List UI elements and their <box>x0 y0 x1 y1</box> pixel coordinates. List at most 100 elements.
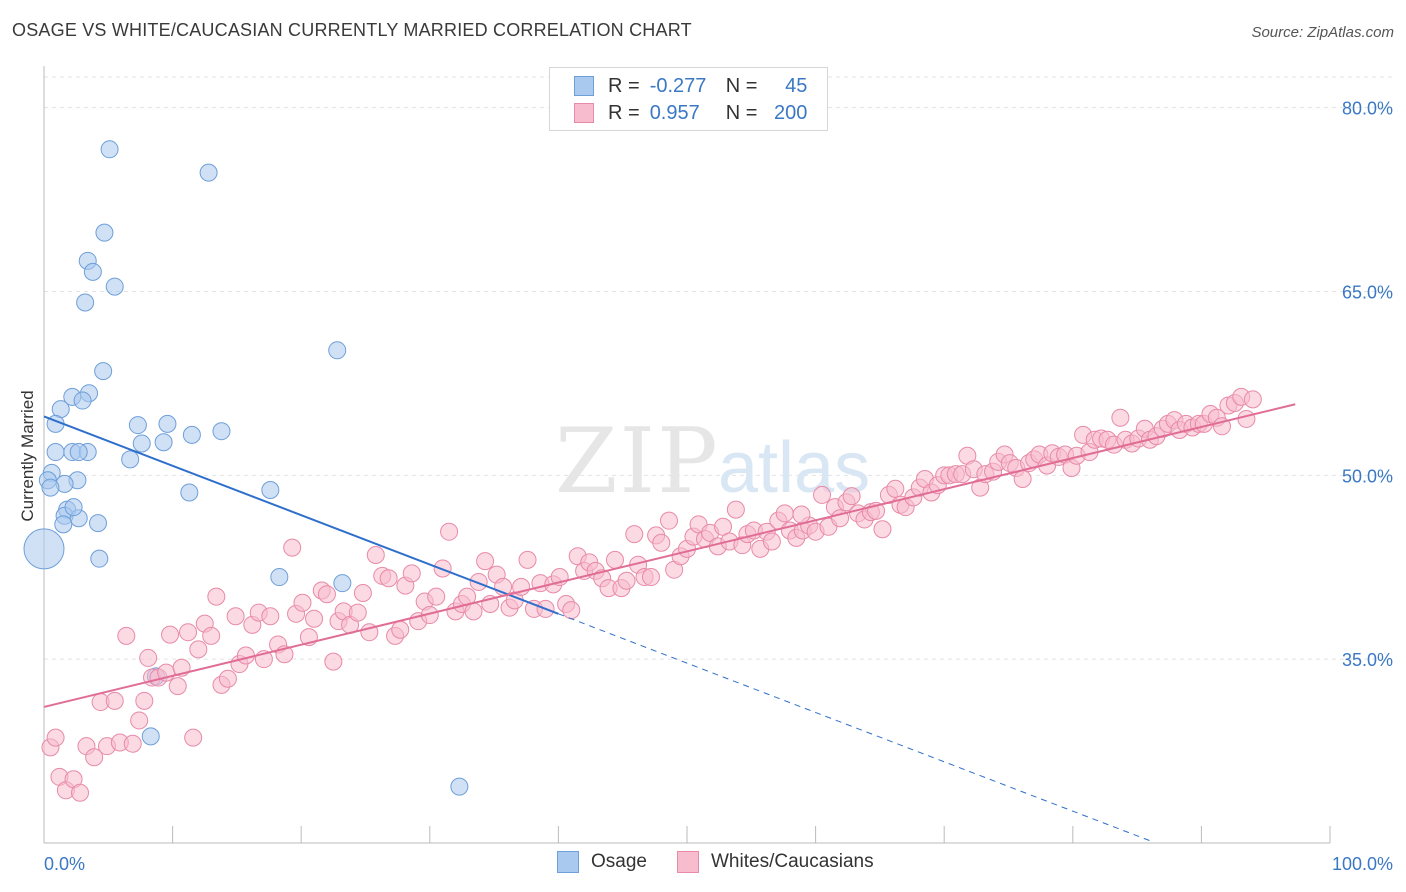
white-point <box>652 533 671 552</box>
white-point <box>469 572 488 591</box>
white-point <box>402 564 421 583</box>
osage-point <box>41 478 60 497</box>
white-point <box>1237 409 1256 428</box>
legend-item-osage: Osage <box>557 851 647 873</box>
osage-point <box>328 341 347 360</box>
legend-item-whites: Whites/Caucasians <box>677 851 874 873</box>
osage-point <box>95 223 114 242</box>
osage-point <box>54 515 73 534</box>
white-trend-line <box>43 403 1296 708</box>
white-point <box>168 677 187 696</box>
white-point <box>440 522 459 541</box>
x-tick-label: 100.0% <box>1332 854 1393 874</box>
legend-row-whites: R = 0.957 N = 200 <box>574 101 807 125</box>
white-point <box>139 648 158 667</box>
series-legend: Osage Whites/Caucasians <box>0 851 1406 877</box>
white-point <box>775 504 794 523</box>
osage-point <box>76 293 95 312</box>
white-point <box>123 734 142 753</box>
white-point <box>117 626 136 645</box>
chart-title: OSAGE VS WHITE/CAUCASIAN CURRENTLY MARRI… <box>12 20 692 40</box>
white-point <box>184 728 203 747</box>
osage-point <box>212 422 231 441</box>
osage-point <box>450 777 469 796</box>
y-tick-label: 50.0% <box>1342 466 1393 486</box>
white-point <box>625 525 644 544</box>
osage-point <box>105 277 124 296</box>
white-point <box>617 571 636 590</box>
legend-n-label: N = <box>725 74 758 97</box>
white-point <box>886 479 905 498</box>
osage-point <box>158 414 177 433</box>
legend-n-value: 200 <box>774 101 808 124</box>
white-point <box>605 550 624 569</box>
white-point <box>283 538 302 557</box>
y-tick-label: 80.0% <box>1342 99 1393 119</box>
legend-n-label: N = <box>725 101 758 124</box>
white-point <box>391 620 410 639</box>
white-point <box>1013 469 1032 488</box>
osage-point <box>94 362 113 381</box>
white-point <box>762 532 781 551</box>
white-point <box>305 609 324 628</box>
white-point <box>324 652 343 671</box>
white-point <box>179 623 198 642</box>
white-point <box>236 646 255 665</box>
osage-point <box>154 433 173 452</box>
legend-label-osage: Osage <box>591 851 647 872</box>
white-point <box>207 587 226 606</box>
osage-point <box>73 391 92 410</box>
white-point <box>366 545 385 564</box>
white-point <box>85 748 104 767</box>
white-point <box>105 691 124 710</box>
osage-point <box>182 425 201 444</box>
legend-swatch-osage <box>557 851 579 873</box>
white-point <box>71 783 90 802</box>
legend-swatch-osage <box>574 76 594 96</box>
white-point <box>218 669 237 688</box>
white-point <box>130 711 149 730</box>
correlation-legend: R = -0.277 N = 45 R = 0.957 N = 200 <box>549 67 828 131</box>
white-point <box>317 585 336 604</box>
osage-point <box>261 481 280 500</box>
white-point <box>873 520 892 539</box>
osage-point <box>333 574 352 593</box>
legend-r-value: 0.957 <box>649 101 700 124</box>
white-point <box>1111 408 1130 427</box>
white-point <box>202 626 221 645</box>
osage-point <box>100 140 119 159</box>
osage-point <box>270 568 289 587</box>
white-point <box>379 569 398 588</box>
white-point <box>293 593 312 612</box>
osage-point <box>23 528 65 570</box>
white-point <box>189 640 208 659</box>
osage-trend-line <box>43 415 559 615</box>
white-point <box>135 691 154 710</box>
osage-point <box>128 416 147 435</box>
watermark-zip: ZIP <box>555 409 720 514</box>
y-tick-label: 65.0% <box>1342 282 1393 302</box>
white-point <box>226 607 245 626</box>
legend-r-value: -0.277 <box>649 74 707 97</box>
osage-point <box>89 514 108 533</box>
legend-r-label: R = <box>608 74 640 97</box>
white-point <box>1243 390 1262 409</box>
y-tick-label: 35.0% <box>1342 650 1393 670</box>
legend-row-osage: R = -0.277 N = 45 <box>574 74 807 98</box>
osage-point <box>180 483 199 502</box>
osage-point <box>141 727 160 746</box>
x-tick-label: 0.0% <box>44 854 85 874</box>
white-point <box>261 607 280 626</box>
white-point <box>641 568 660 587</box>
osage-point <box>121 450 140 469</box>
source-note: Source: ZipAtlas.com <box>1251 24 1394 41</box>
white-point <box>518 550 537 569</box>
white-point <box>46 728 65 747</box>
white-point <box>427 587 446 606</box>
osage-point <box>46 443 65 462</box>
osage-trend-extension <box>558 613 1151 842</box>
white-point <box>161 625 180 644</box>
white-point <box>476 552 495 571</box>
white-point <box>659 511 678 530</box>
